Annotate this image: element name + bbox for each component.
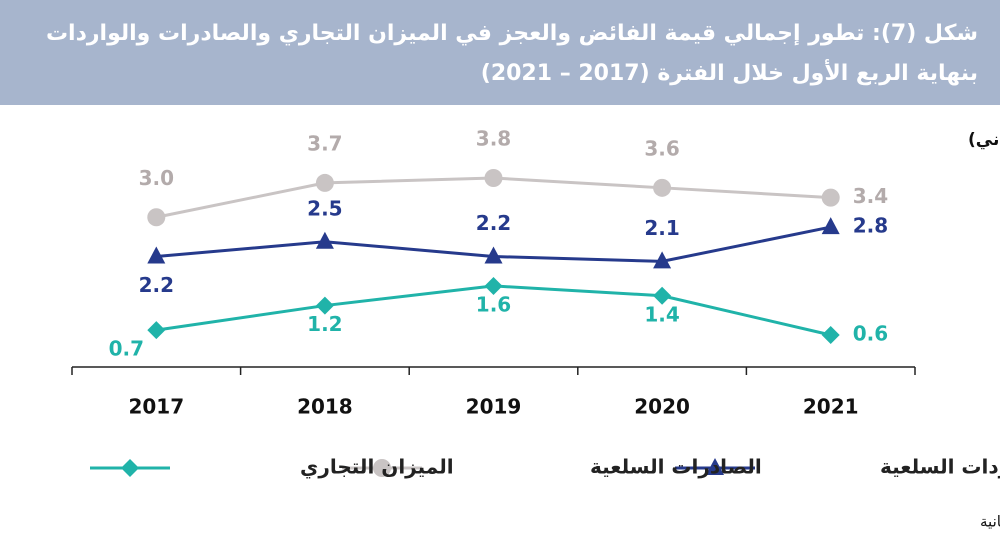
x-tick-label: 2018: [297, 395, 353, 419]
data-point: [484, 276, 503, 295]
legend-marker: [121, 459, 139, 477]
data-label: 3.6: [644, 136, 679, 160]
data-point: [315, 231, 334, 249]
data-label: 1.6: [476, 292, 511, 316]
source: المصدر: الإدارة العامة للجمارك ،شرطة عما…: [980, 513, 1000, 531]
x-tick-label: 2017: [128, 395, 184, 419]
data-label: 1.2: [307, 312, 342, 336]
x-tick-label: 2021: [803, 395, 859, 419]
data-point: [147, 208, 166, 227]
x-tick-label: 2020: [634, 395, 690, 419]
data-label: 0.7: [109, 337, 144, 361]
data-label: 2.5: [307, 196, 342, 220]
x-tick-label: 2019: [466, 395, 522, 419]
chart-title: شكل (7): تطور إجمالي قيمة الفائض والعجز …: [45, 21, 978, 86]
data-label: 3.8: [476, 127, 511, 151]
data-point: [147, 321, 166, 340]
data-label: 3.4: [853, 184, 888, 208]
data-point: [653, 286, 672, 305]
data-point: [147, 246, 166, 264]
data-label: 2.1: [644, 216, 679, 240]
legend-marker: [373, 459, 391, 477]
data-point: [653, 251, 672, 269]
legend-label: الواردات السلعية: [880, 455, 1000, 479]
data-label: 2.8: [853, 214, 888, 238]
data-point: [484, 169, 503, 187]
data-point: [315, 173, 334, 192]
unit-label: (مليار ريال عماني): [968, 130, 1000, 150]
header-band: [0, 0, 1000, 105]
data-point: [653, 178, 672, 197]
data-point: [315, 296, 334, 315]
data-point: [821, 217, 840, 235]
data-label: 3.7: [307, 131, 342, 155]
legend-marker: [706, 458, 724, 475]
legend-label: الميزان التجاري: [300, 455, 454, 480]
data-point: [821, 326, 840, 344]
data-point: [821, 188, 840, 207]
data-label: 1.4: [644, 302, 679, 326]
data-label: 2.2: [476, 211, 511, 235]
data-label: 0.6: [853, 322, 888, 346]
legend-label: الصادرات السلعية: [590, 455, 762, 479]
data-label: 3.0: [139, 166, 174, 190]
data-label: 2.2: [139, 273, 174, 297]
data-point: [484, 246, 503, 264]
